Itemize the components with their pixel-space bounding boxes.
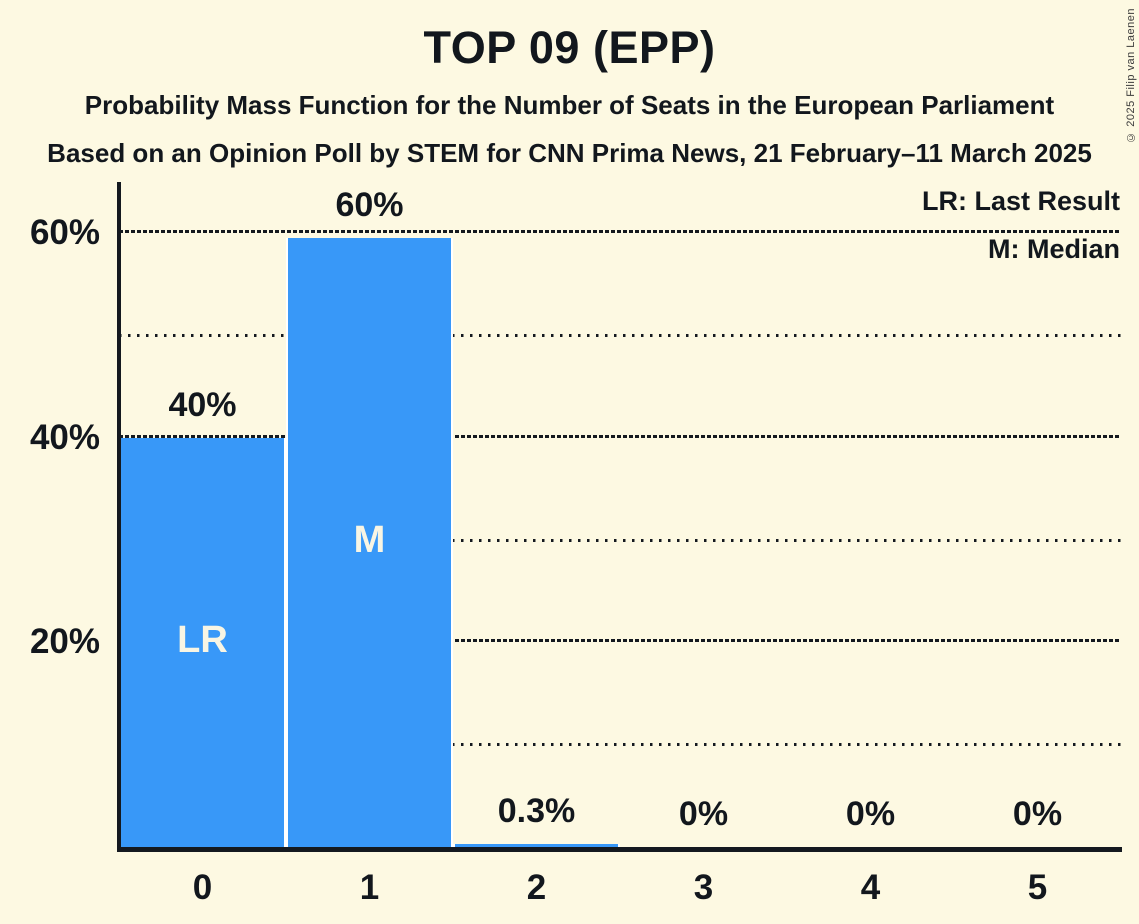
minor-gridline — [119, 743, 1121, 747]
legend-median: M: Median — [988, 234, 1120, 264]
bar-value-label: 0% — [845, 795, 896, 833]
y-axis-tick-label: 20% — [29, 622, 100, 662]
chart-title: TOP 09 (EPP) — [423, 22, 716, 73]
chart-subtitle: Probability Mass Function for the Number… — [84, 90, 1055, 120]
legend-last-result: LR: Last Result — [921, 186, 1120, 216]
x-axis-tick-label: 2 — [526, 868, 547, 907]
x-axis-tick-label: 5 — [1027, 868, 1048, 907]
minor-gridline — [119, 538, 1121, 542]
bar-value-label: 0% — [1012, 795, 1063, 833]
y-axis-line — [117, 182, 121, 852]
x-axis-tick-label: 1 — [359, 868, 380, 907]
bar-value-label: 40% — [168, 386, 237, 424]
bar-value-label: 0% — [678, 795, 729, 833]
x-axis-tick-label: 0 — [192, 868, 213, 907]
major-gridline — [119, 434, 1121, 438]
x-axis-tick-label: 3 — [693, 868, 714, 907]
y-axis-tick-label: 40% — [29, 417, 100, 457]
major-gridline — [119, 230, 1121, 233]
x-axis-tick-label: 4 — [860, 868, 881, 907]
major-gridline — [119, 639, 1121, 643]
minor-gridline — [119, 333, 1121, 337]
x-axis-line — [117, 847, 1122, 852]
bar — [453, 844, 620, 847]
bar-annotation-label: M — [353, 518, 386, 561]
y-axis-tick-label: 60% — [29, 213, 100, 252]
bar — [119, 438, 286, 847]
bar-annotation-label: LR — [177, 618, 228, 661]
chart-source-line: Based on an Opinion Poll by STEM for CNN… — [47, 138, 1092, 168]
bar-value-label: 0.3% — [497, 792, 576, 830]
bar — [286, 238, 453, 847]
bar-value-label: 60% — [335, 186, 404, 224]
